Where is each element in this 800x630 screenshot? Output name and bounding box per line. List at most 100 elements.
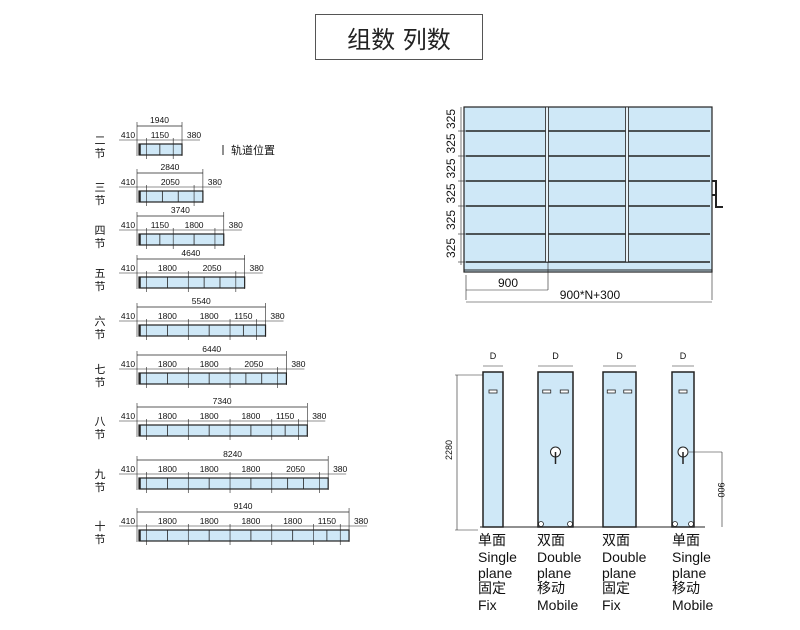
segment-label: 1150: [151, 220, 170, 230]
left-offset-label: 410: [121, 220, 135, 230]
left-offset-label: 410: [121, 311, 135, 321]
wheel-icon: [538, 521, 544, 527]
left-offset-label: 410: [121, 464, 135, 474]
right-offset-label: 380: [333, 464, 347, 474]
track-bar: [138, 529, 350, 542]
left-offset-label: 410: [121, 411, 135, 421]
page-title: 组数 列数: [315, 14, 483, 60]
depth-label: D: [490, 351, 497, 361]
segment-label: 1800: [283, 516, 302, 526]
segment-label: 1150: [151, 130, 170, 140]
label-slot: [488, 389, 498, 394]
caption-type-en: Single: [672, 549, 711, 565]
caption-type-cn: 单面: [478, 533, 506, 549]
right-offset-label: 380: [354, 516, 368, 526]
caption-unit-4: 单面 Single plane 移动 Mobile: [672, 533, 713, 613]
depth-label: D: [616, 351, 623, 361]
left-offset-label: 410: [121, 263, 135, 273]
segment-label: 1800: [158, 263, 177, 273]
segment-label: 1800: [158, 516, 177, 526]
segment-label: 1800: [241, 516, 260, 526]
left-offset-label: 410: [121, 130, 135, 140]
label-slot: [542, 389, 552, 394]
caption-unit-3: 双面 Double plane 固定 Fix: [602, 533, 646, 613]
wheel-icon: [688, 521, 694, 527]
segment-label: 2050: [244, 359, 263, 369]
total-length-label: 5540: [192, 296, 211, 306]
row-label: 节: [95, 280, 106, 293]
total-length-label: 9140: [234, 501, 253, 511]
total-length-label: 7340: [213, 396, 232, 406]
total-length-label: 3740: [171, 205, 190, 215]
track-bar: [138, 324, 267, 337]
caption-type-en: plane: [672, 565, 707, 581]
caption-unit-1: 单面 Single plane 固定 Fix: [478, 533, 517, 613]
row-label: 节: [95, 428, 106, 441]
caption-type-en: Double: [537, 549, 582, 565]
row-label: 七: [95, 363, 106, 376]
track-bar: [138, 190, 204, 203]
track-bar: [138, 424, 308, 437]
segment-label: 1800: [200, 411, 219, 421]
track-bar: [138, 233, 225, 246]
right-offset-label: 380: [208, 177, 222, 187]
caption-mode-en: Mobile: [537, 597, 579, 613]
segment-label: 2050: [286, 464, 305, 474]
segment-label: 2050: [203, 263, 222, 273]
column-divider: [545, 106, 549, 263]
right-offset-label: 380: [250, 263, 264, 273]
caption-type-en: Single: [478, 549, 517, 565]
row-label: 节: [95, 481, 106, 494]
row-label: 八: [95, 415, 106, 428]
total-length-label: 8240: [223, 449, 242, 459]
row-label: 节: [95, 328, 106, 341]
column-width-label: 900: [498, 276, 518, 290]
side-view-unit: [482, 371, 504, 528]
handle-icon: [712, 180, 723, 208]
caption-mode-en: Fix: [478, 597, 497, 613]
segment-label: 1800: [158, 411, 177, 421]
segment-label: 1800: [200, 311, 219, 321]
row-label: 节: [95, 533, 106, 546]
row-label: 三: [95, 181, 106, 194]
total-length-label: 4640: [181, 248, 200, 258]
row-label: 节: [95, 147, 106, 160]
left-offset-label: 410: [121, 359, 135, 369]
row-label: 二: [95, 134, 106, 147]
label-slot: [559, 389, 569, 394]
caption-type-en: Double: [602, 549, 647, 565]
segment-label: 1800: [200, 464, 219, 474]
right-offset-label: 380: [270, 311, 284, 321]
segment-label: 1800: [200, 359, 219, 369]
label-slot: [623, 389, 633, 394]
caption-type-cn: 单面: [672, 533, 700, 549]
shelf-height-label: 325: [444, 210, 458, 230]
segment-label: 1150: [276, 411, 295, 421]
left-offset-label: 410: [121, 177, 135, 187]
track-bar: [138, 276, 246, 289]
segment-label: 1800: [158, 359, 177, 369]
right-offset-label: 380: [312, 411, 326, 421]
wheel-icon: [672, 521, 678, 527]
caption-type-en: plane: [537, 565, 572, 581]
segment-label: 1800: [200, 516, 219, 526]
segment-label: 1800: [185, 220, 204, 230]
row-label: 十: [95, 519, 106, 533]
segment-label: 1800: [241, 411, 260, 421]
caption-type-cn: 双面: [602, 533, 630, 549]
wheel-icon: [567, 521, 573, 527]
row-label: 五: [95, 267, 106, 280]
segment-label: 1150: [318, 516, 337, 526]
row-label: 节: [95, 237, 106, 250]
row-label: 九: [95, 468, 106, 481]
total-length-label: 1940: [150, 115, 169, 125]
total-length-label: 2840: [160, 162, 179, 172]
track-bar: [138, 372, 288, 385]
right-offset-label: 380: [291, 359, 305, 369]
caption-mode-en: Mobile: [672, 597, 714, 613]
caption-mode-cn: 移动: [537, 581, 565, 597]
handle-height-label: 900: [716, 482, 726, 497]
shelf-height-label: 325: [444, 158, 458, 178]
column-divider: [625, 106, 629, 263]
